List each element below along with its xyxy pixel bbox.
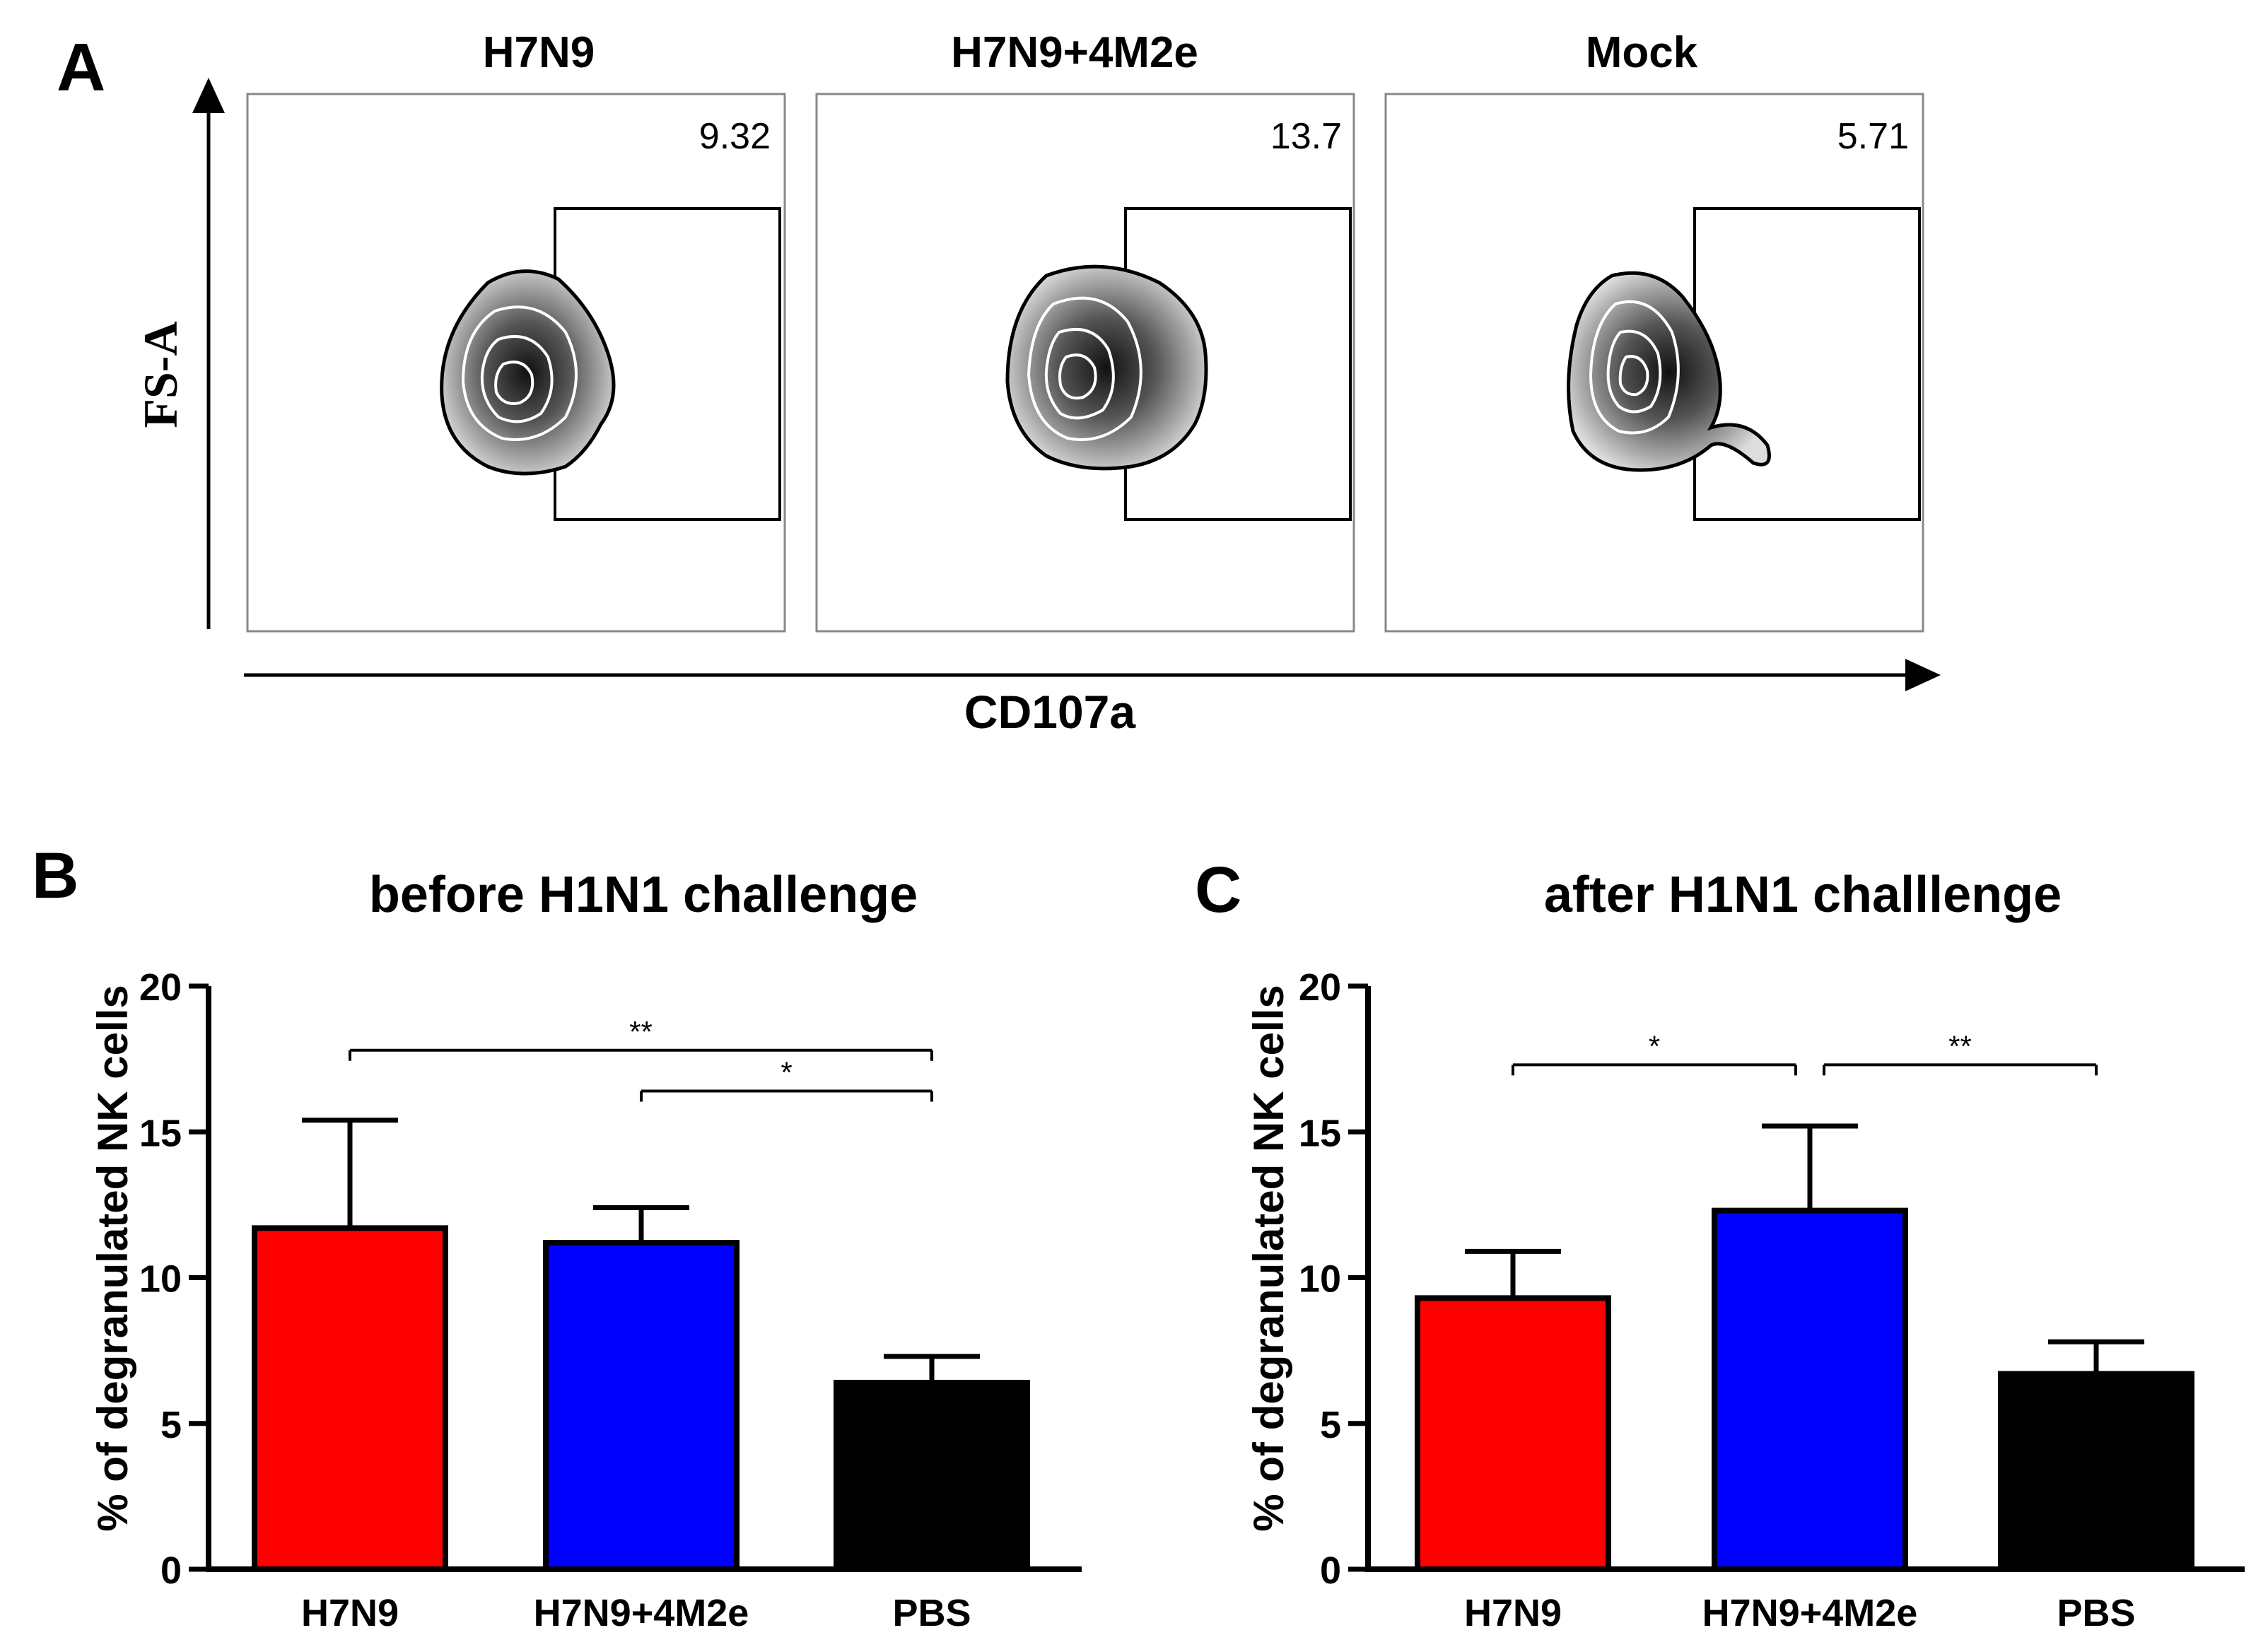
bar — [834, 1380, 1030, 1572]
x-tick-label: H7N9+4M2e — [534, 1592, 749, 1634]
flow-plot-mock: Mock 5.71 — [1384, 28, 1924, 633]
chart-title: before H1N1 challenge — [369, 867, 918, 923]
y-axis-label: % of degranulated NK cells — [89, 985, 136, 1532]
y-axis-label: % of degranulated NK cells — [1245, 985, 1292, 1532]
y-tick-label: 15 — [139, 1112, 182, 1154]
bars — [252, 1225, 1030, 1572]
x-tick-label: PBS — [2057, 1592, 2135, 1634]
y-tick-label: 20 — [1299, 966, 1341, 1009]
panel-a-y-label: FS-A — [134, 321, 187, 428]
bar — [1415, 1295, 1611, 1572]
flow-plot-h7n9-4m2e: H7N9+4M2e 13.7 — [815, 28, 1355, 633]
panel-b-letter: B — [32, 840, 78, 912]
contour-population — [440, 269, 616, 476]
panel-a-x-label: CD107a — [964, 686, 1136, 738]
y-tick-label: 20 — [139, 966, 182, 1009]
y-tick-label: 10 — [1299, 1258, 1341, 1301]
x-tick-labels: H7N9 H7N9+4M2e PBS — [301, 1592, 971, 1634]
bar — [1712, 1207, 1908, 1572]
flow-plot-h7n9: H7N9 9.32 — [246, 28, 786, 633]
y-tick-label: 10 — [139, 1258, 182, 1301]
chart-c: C after H1N1 challlenge % of degranulate… — [1195, 854, 2245, 1634]
error-bars — [302, 1118, 980, 1383]
bar — [543, 1240, 740, 1572]
significance-label: ** — [1948, 1029, 1972, 1062]
gate-percent: 13.7 — [1270, 116, 1342, 157]
y-ticks: 0 5 10 15 20 — [139, 966, 209, 1592]
significance-label: * — [1649, 1029, 1660, 1062]
panel-a-y-arrowhead — [192, 78, 225, 113]
chart-title: after H1N1 challlenge — [1544, 867, 2062, 923]
y-ticks: 0 5 10 15 20 — [1299, 966, 1368, 1592]
flow-plot-title: H7N9+4M2e — [951, 28, 1198, 77]
x-tick-label: H7N9+4M2e — [1702, 1592, 1918, 1634]
x-tick-labels: H7N9 H7N9+4M2e PBS — [1464, 1592, 2136, 1634]
gate-percent: 9.32 — [699, 116, 771, 157]
contour-population — [1005, 264, 1208, 471]
chart-b: B before H1N1 challenge % of degranulate… — [32, 840, 1082, 1634]
significance-brackets: *** — [1512, 1029, 2098, 1076]
significance-brackets: *** — [349, 1015, 933, 1102]
significance-label: * — [781, 1056, 792, 1089]
y-tick-label: 5 — [1320, 1404, 1341, 1446]
gate-percent: 5.71 — [1837, 116, 1909, 157]
panel-c-letter: C — [1195, 854, 1241, 926]
y-tick-label: 0 — [1320, 1549, 1341, 1592]
flow-plot-title: H7N9 — [483, 28, 595, 77]
panel-a-letter: A — [57, 30, 105, 105]
x-tick-label: H7N9 — [1464, 1592, 1562, 1634]
bar — [1998, 1371, 2194, 1572]
y-tick-label: 0 — [160, 1549, 182, 1592]
panel-a-x-arrowhead — [1905, 659, 1941, 691]
bar — [252, 1225, 448, 1572]
error-bars — [1465, 1123, 2144, 1374]
panel-a: A FS-A CD107a H7N9 9.32 H7N9+4M2e — [57, 28, 1941, 738]
x-tick-label: H7N9 — [301, 1592, 399, 1634]
y-tick-label: 5 — [160, 1404, 182, 1446]
bars — [1415, 1207, 2194, 1572]
y-tick-label: 15 — [1299, 1112, 1341, 1154]
x-tick-label: PBS — [892, 1592, 971, 1634]
contour-population — [1567, 271, 1771, 472]
flow-plot-title: Mock — [1586, 28, 1698, 77]
significance-label: ** — [629, 1015, 653, 1048]
